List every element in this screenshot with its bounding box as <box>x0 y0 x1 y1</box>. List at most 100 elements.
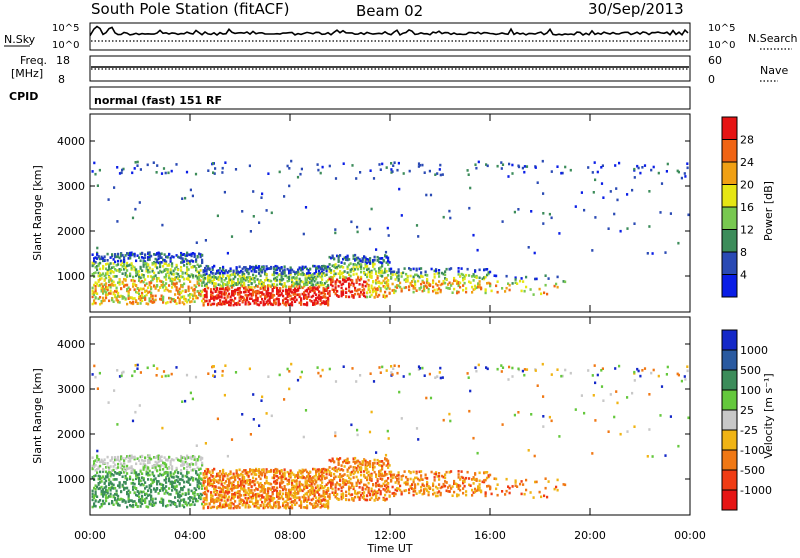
data-cell <box>95 500 97 503</box>
data-cell <box>384 291 386 294</box>
data-cell <box>333 473 335 476</box>
data-cell <box>174 293 176 296</box>
data-cell <box>173 273 175 276</box>
data-cell <box>317 281 319 284</box>
data-cell <box>150 255 152 258</box>
data-cell <box>93 502 95 505</box>
data-cell <box>278 501 280 504</box>
data-cell <box>282 498 284 501</box>
data-cell <box>359 491 361 494</box>
data-cell <box>371 285 373 288</box>
freq-unit: [MHz] <box>11 67 43 80</box>
data-cell <box>315 278 317 281</box>
data-cell <box>113 186 115 189</box>
data-cell <box>195 268 197 271</box>
data-cell <box>258 475 260 478</box>
data-cell <box>530 210 532 213</box>
data-cell <box>183 467 185 470</box>
data-cell <box>684 172 686 175</box>
data-cell <box>545 284 547 287</box>
data-cell <box>315 293 317 296</box>
data-cell <box>96 495 98 498</box>
data-cell <box>391 170 393 173</box>
data-cell <box>129 288 131 291</box>
data-cell <box>113 281 115 284</box>
data-cell <box>374 256 376 259</box>
data-cell <box>143 479 145 482</box>
data-cell <box>209 470 211 473</box>
data-cell <box>461 267 463 270</box>
data-cell <box>218 279 220 282</box>
data-cell <box>198 282 200 285</box>
data-cell <box>99 296 101 299</box>
data-cell <box>95 290 97 293</box>
data-cell <box>368 490 370 493</box>
data-cell <box>557 286 559 289</box>
data-cell <box>171 170 173 173</box>
data-cell <box>479 269 481 272</box>
data-cell <box>168 264 170 267</box>
data-cell <box>146 485 148 488</box>
data-cell <box>271 212 273 215</box>
data-cell <box>137 302 139 305</box>
data-cell <box>332 488 334 491</box>
data-cell <box>205 239 207 242</box>
data-cell <box>594 161 596 164</box>
data-cell <box>171 286 173 289</box>
data-cell <box>111 456 113 459</box>
data-cell <box>198 485 200 488</box>
data-cell <box>670 212 672 215</box>
data-cell <box>284 485 286 488</box>
data-cell <box>338 498 340 501</box>
data-cell <box>176 467 178 470</box>
data-cell <box>162 296 164 299</box>
data-cell <box>450 267 452 270</box>
data-cell <box>102 468 104 471</box>
data-cell <box>207 169 209 172</box>
data-cell <box>439 164 441 167</box>
power-scatter <box>92 160 690 307</box>
data-cell <box>385 251 387 254</box>
data-cell <box>306 507 308 510</box>
data-cell <box>266 476 268 479</box>
data-cell <box>107 286 109 289</box>
data-cell <box>167 256 169 259</box>
data-cell <box>431 268 433 271</box>
data-cell <box>287 299 289 302</box>
data-cell <box>422 275 424 278</box>
data-cell <box>401 290 403 293</box>
data-cell <box>291 504 293 507</box>
data-cell <box>362 487 364 490</box>
data-cell <box>183 303 185 306</box>
data-cell <box>324 496 326 499</box>
data-cell <box>342 469 344 472</box>
data-cell <box>327 298 329 301</box>
data-cell <box>392 274 394 277</box>
data-cell <box>491 290 493 293</box>
data-cell <box>444 270 446 273</box>
data-cell <box>168 477 170 480</box>
data-cell <box>197 297 199 300</box>
data-cell <box>141 503 143 506</box>
data-cell <box>417 280 419 283</box>
data-cell <box>197 500 199 503</box>
data-cell <box>147 303 149 306</box>
data-cell <box>557 276 559 279</box>
data-cell <box>374 296 376 299</box>
data-cell <box>235 168 237 171</box>
data-cell <box>509 289 511 292</box>
data-cell <box>375 293 377 296</box>
data-cell <box>652 252 654 255</box>
data-cell <box>279 506 281 509</box>
data-cell <box>144 459 146 462</box>
data-cell <box>278 301 280 304</box>
data-cell <box>309 471 311 474</box>
data-cell <box>233 300 235 303</box>
data-cell <box>194 300 196 303</box>
power-ylabel: Slant Range [km] <box>31 165 44 261</box>
data-cell <box>465 274 467 277</box>
data-cell <box>224 161 226 164</box>
data-cell <box>95 505 97 508</box>
data-cell <box>119 279 121 282</box>
data-cell <box>249 303 251 306</box>
